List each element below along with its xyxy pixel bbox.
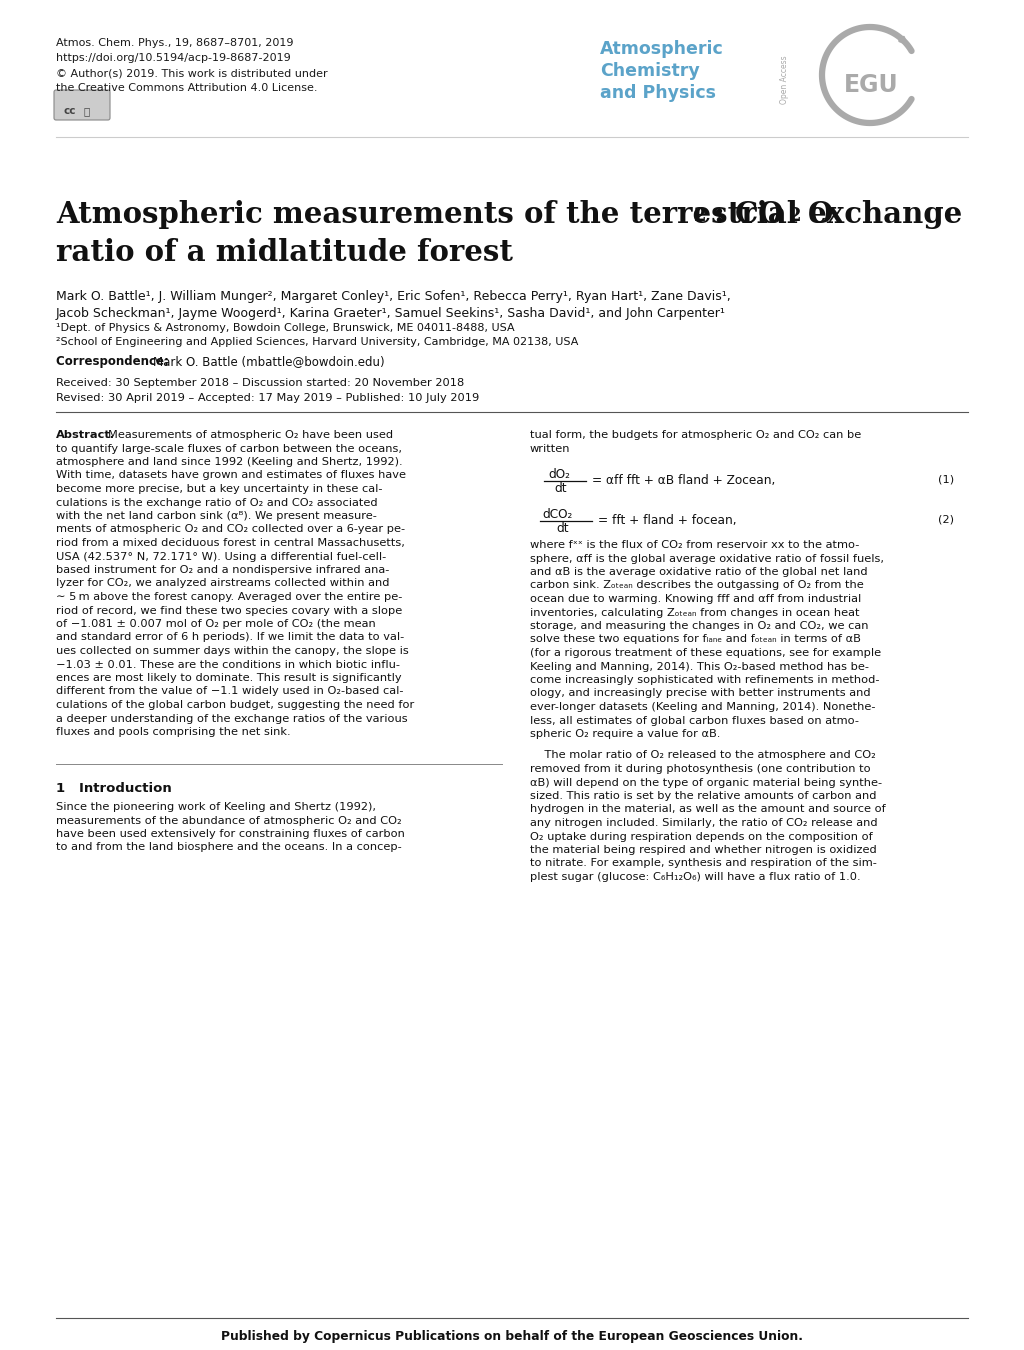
- Text: Atmospheric measurements of the terrestrial O: Atmospheric measurements of the terrestr…: [56, 200, 834, 230]
- Text: of −1.081 ± 0.007 mol of O₂ per mole of CO₂ (the mean: of −1.081 ± 0.007 mol of O₂ per mole of …: [56, 620, 376, 629]
- Text: written: written: [530, 444, 570, 454]
- Text: 1   Introduction: 1 Introduction: [56, 782, 172, 795]
- Text: tual form, the budgets for atmospheric O₂ and CO₂ can be: tual form, the budgets for atmospheric O…: [530, 431, 861, 440]
- Text: ratio of a midlatitude forest: ratio of a midlatitude forest: [56, 238, 513, 267]
- Text: The molar ratio of O₂ released to the atmosphere and CO₂: The molar ratio of O₂ released to the at…: [530, 751, 876, 760]
- Text: Keeling and Manning, 2014). This O₂-based method has be-: Keeling and Manning, 2014). This O₂-base…: [530, 662, 869, 671]
- Text: and Physics: and Physics: [600, 84, 716, 103]
- Text: and αB is the average oxidative ratio of the global net land: and αB is the average oxidative ratio of…: [530, 567, 867, 576]
- Text: 2: 2: [790, 207, 802, 225]
- Text: dO₂: dO₂: [548, 468, 570, 481]
- Text: (1): (1): [938, 474, 954, 485]
- Text: dCO₂: dCO₂: [542, 508, 572, 521]
- Text: to nitrate. For example, synthesis and respiration of the sim-: to nitrate. For example, synthesis and r…: [530, 859, 877, 868]
- FancyBboxPatch shape: [54, 90, 110, 120]
- Text: different from the value of −1.1 widely used in O₂-based cal-: different from the value of −1.1 widely …: [56, 687, 403, 697]
- Text: USA (42.537° N, 72.171° W). Using a differential fuel-cell-: USA (42.537° N, 72.171° W). Using a diff…: [56, 552, 386, 562]
- Text: cc: cc: [63, 107, 77, 116]
- Text: riod of record, we find these two species covary with a slope: riod of record, we find these two specie…: [56, 606, 402, 616]
- Text: Chemistry: Chemistry: [600, 62, 699, 80]
- Text: solve these two equations for fₗₐₙₑ and fₒₜₑₐₙ in terms of αB: solve these two equations for fₗₐₙₑ and …: [530, 634, 861, 644]
- Text: the material being respired and whether nitrogen is oxidized: the material being respired and whether …: [530, 845, 877, 855]
- Text: sphere, αff is the global average oxidative ratio of fossil fuels,: sphere, αff is the global average oxidat…: [530, 554, 884, 563]
- Text: Jacob Scheckman¹, Jayme Woogerd¹, Karina Graeter¹, Samuel Seekins¹, Sasha David¹: Jacob Scheckman¹, Jayme Woogerd¹, Karina…: [56, 306, 726, 320]
- Text: removed from it during photosynthesis (one contribution to: removed from it during photosynthesis (o…: [530, 764, 870, 774]
- Text: (for a rigorous treatment of these equations, see for example: (for a rigorous treatment of these equat…: [530, 648, 881, 657]
- Text: Mark O. Battle (mbattle@bowdoin.edu): Mark O. Battle (mbattle@bowdoin.edu): [153, 355, 385, 369]
- Text: (2): (2): [938, 514, 954, 524]
- Text: dt: dt: [556, 522, 568, 535]
- Text: https://doi.org/10.5194/acp-19-8687-2019: https://doi.org/10.5194/acp-19-8687-2019: [56, 53, 291, 63]
- Text: © Author(s) 2019. This work is distributed under: © Author(s) 2019. This work is distribut…: [56, 68, 328, 78]
- Text: where fˣˣ is the flux of CO₂ from reservoir xx to the atmo-: where fˣˣ is the flux of CO₂ from reserv…: [530, 540, 859, 549]
- Text: Abstract.: Abstract.: [56, 431, 115, 440]
- Text: : CO: : CO: [705, 200, 783, 230]
- Text: riod from a mixed deciduous forest in central Massachusetts,: riod from a mixed deciduous forest in ce…: [56, 539, 404, 548]
- Text: hydrogen in the material, as well as the amount and source of: hydrogen in the material, as well as the…: [530, 805, 886, 814]
- Text: inventories, calculating Zₒₜₑₐₙ from changes in ocean heat: inventories, calculating Zₒₜₑₐₙ from cha…: [530, 608, 859, 617]
- Text: ∼ 5 m above the forest canopy. Averaged over the entire pe-: ∼ 5 m above the forest canopy. Averaged …: [56, 593, 402, 602]
- Text: With time, datasets have grown and estimates of fluxes have: With time, datasets have grown and estim…: [56, 471, 406, 481]
- Text: culations is the exchange ratio of O₂ and CO₂ associated: culations is the exchange ratio of O₂ an…: [56, 498, 378, 508]
- Text: measurements of the abundance of atmospheric O₂ and CO₂: measurements of the abundance of atmosph…: [56, 815, 401, 825]
- Text: lyzer for CO₂, we analyzed airstreams collected within and: lyzer for CO₂, we analyzed airstreams co…: [56, 579, 389, 589]
- Text: = fft + fland + focean,: = fft + fland + focean,: [598, 514, 736, 526]
- Text: Measurements of atmospheric O₂ have been used: Measurements of atmospheric O₂ have been…: [108, 431, 393, 440]
- Text: αB) will depend on the type of organic material being synthe-: αB) will depend on the type of organic m…: [530, 778, 882, 787]
- Text: Published by Copernicus Publications on behalf of the European Geosciences Union: Published by Copernicus Publications on …: [221, 1330, 803, 1343]
- Text: dt: dt: [554, 482, 566, 495]
- Text: culations of the global carbon budget, suggesting the need for: culations of the global carbon budget, s…: [56, 701, 415, 710]
- Text: ues collected on summer days within the canopy, the slope is: ues collected on summer days within the …: [56, 647, 409, 656]
- Text: EGU: EGU: [844, 73, 899, 97]
- Text: Atmospheric: Atmospheric: [600, 40, 724, 58]
- Text: have been used extensively for constraining fluxes of carbon: have been used extensively for constrain…: [56, 829, 404, 838]
- Text: O₂ uptake during respiration depends on the composition of: O₂ uptake during respiration depends on …: [530, 832, 872, 841]
- Text: Mark O. Battle¹, J. William Munger², Margaret Conley¹, Eric Sofen¹, Rebecca Perr: Mark O. Battle¹, J. William Munger², Mar…: [56, 290, 731, 302]
- Text: to quantify large-scale fluxes of carbon between the oceans,: to quantify large-scale fluxes of carbon…: [56, 444, 402, 454]
- Text: storage, and measuring the changes in O₂ and CO₂, we can: storage, and measuring the changes in O₂…: [530, 621, 868, 630]
- Text: come increasingly sophisticated with refinements in method-: come increasingly sophisticated with ref…: [530, 675, 880, 684]
- Text: to and from the land biosphere and the oceans. In a concep-: to and from the land biosphere and the o…: [56, 842, 401, 852]
- Text: and standard error of 6 h periods). If we limit the data to val-: and standard error of 6 h periods). If w…: [56, 633, 404, 643]
- Text: ocean due to warming. Knowing fff and αff from industrial: ocean due to warming. Knowing fff and αf…: [530, 594, 861, 603]
- Text: ever-longer datasets (Keeling and Manning, 2014). Nonethe-: ever-longer datasets (Keeling and Mannin…: [530, 702, 876, 711]
- Text: fluxes and pools comprising the net sink.: fluxes and pools comprising the net sink…: [56, 728, 291, 737]
- Text: less, all estimates of global carbon fluxes based on atmo-: less, all estimates of global carbon flu…: [530, 716, 859, 725]
- Text: ology, and increasingly precise with better instruments and: ology, and increasingly precise with bet…: [530, 688, 870, 698]
- Text: exchange: exchange: [798, 200, 963, 230]
- Text: ¹Dept. of Physics & Astronomy, Bowdoin College, Brunswick, ME 04011-8488, USA: ¹Dept. of Physics & Astronomy, Bowdoin C…: [56, 323, 515, 333]
- Text: Correspondence:: Correspondence:: [56, 355, 173, 369]
- Text: Open Access: Open Access: [780, 55, 790, 104]
- Text: spheric O₂ require a value for αB.: spheric O₂ require a value for αB.: [530, 729, 720, 738]
- Text: any nitrogen included. Similarly, the ratio of CO₂ release and: any nitrogen included. Similarly, the ra…: [530, 818, 878, 828]
- Text: Received: 30 September 2018 – Discussion started: 20 November 2018: Received: 30 September 2018 – Discussion…: [56, 378, 464, 387]
- Text: ments of atmospheric O₂ and CO₂ collected over a 6-year pe-: ments of atmospheric O₂ and CO₂ collecte…: [56, 525, 406, 535]
- Text: Ⓘ: Ⓘ: [84, 107, 90, 116]
- Text: Atmos. Chem. Phys., 19, 8687–8701, 2019: Atmos. Chem. Phys., 19, 8687–8701, 2019: [56, 38, 294, 49]
- Text: 2: 2: [694, 207, 707, 225]
- Text: a deeper understanding of the exchange ratios of the various: a deeper understanding of the exchange r…: [56, 714, 408, 724]
- Text: = αff fft + αB fland + Zocean,: = αff fft + αB fland + Zocean,: [592, 474, 775, 487]
- Text: based instrument for O₂ and a nondispersive infrared ana-: based instrument for O₂ and a nondispers…: [56, 566, 389, 575]
- Text: Since the pioneering work of Keeling and Shertz (1992),: Since the pioneering work of Keeling and…: [56, 802, 376, 811]
- Text: ²School of Engineering and Applied Sciences, Harvard University, Cambridge, MA 0: ²School of Engineering and Applied Scien…: [56, 338, 579, 347]
- Text: ences are most likely to dominate. This result is significantly: ences are most likely to dominate. This …: [56, 674, 401, 683]
- Text: sized. This ratio is set by the relative amounts of carbon and: sized. This ratio is set by the relative…: [530, 791, 877, 801]
- Text: atmosphere and land since 1992 (Keeling and Shertz, 1992).: atmosphere and land since 1992 (Keeling …: [56, 458, 402, 467]
- Text: become more precise, but a key uncertainty in these cal-: become more precise, but a key uncertain…: [56, 485, 383, 494]
- Text: the Creative Commons Attribution 4.0 License.: the Creative Commons Attribution 4.0 Lic…: [56, 82, 317, 93]
- Text: −1.03 ± 0.01. These are the conditions in which biotic influ-: −1.03 ± 0.01. These are the conditions i…: [56, 660, 400, 670]
- Text: with the net land carbon sink (αᴮ). We present measure-: with the net land carbon sink (αᴮ). We p…: [56, 512, 377, 521]
- Text: plest sugar (glucose: C₆H₁₂O₆) will have a flux ratio of 1.0.: plest sugar (glucose: C₆H₁₂O₆) will have…: [530, 872, 860, 882]
- Text: Revised: 30 April 2019 – Accepted: 17 May 2019 – Published: 10 July 2019: Revised: 30 April 2019 – Accepted: 17 Ma…: [56, 393, 479, 404]
- Text: carbon sink. Zₒₜₑₐₙ describes the outgassing of O₂ from the: carbon sink. Zₒₜₑₐₙ describes the outgas…: [530, 580, 864, 590]
